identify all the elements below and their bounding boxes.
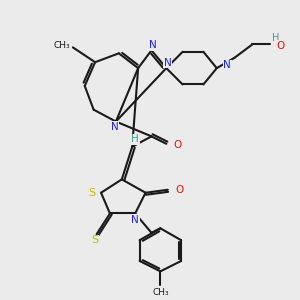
Text: CH₃: CH₃	[152, 289, 169, 298]
Text: N: N	[164, 58, 172, 68]
Text: O: O	[175, 185, 183, 195]
Text: N: N	[149, 40, 157, 50]
Text: H: H	[272, 34, 279, 44]
Text: N: N	[223, 60, 231, 70]
Text: CH₃: CH₃	[53, 41, 70, 50]
Text: H: H	[131, 134, 139, 144]
Text: O: O	[276, 41, 285, 51]
Text: O: O	[173, 140, 182, 150]
Text: N: N	[110, 122, 118, 132]
Text: S: S	[92, 235, 99, 245]
Text: N: N	[131, 215, 139, 225]
Text: S: S	[88, 188, 96, 198]
